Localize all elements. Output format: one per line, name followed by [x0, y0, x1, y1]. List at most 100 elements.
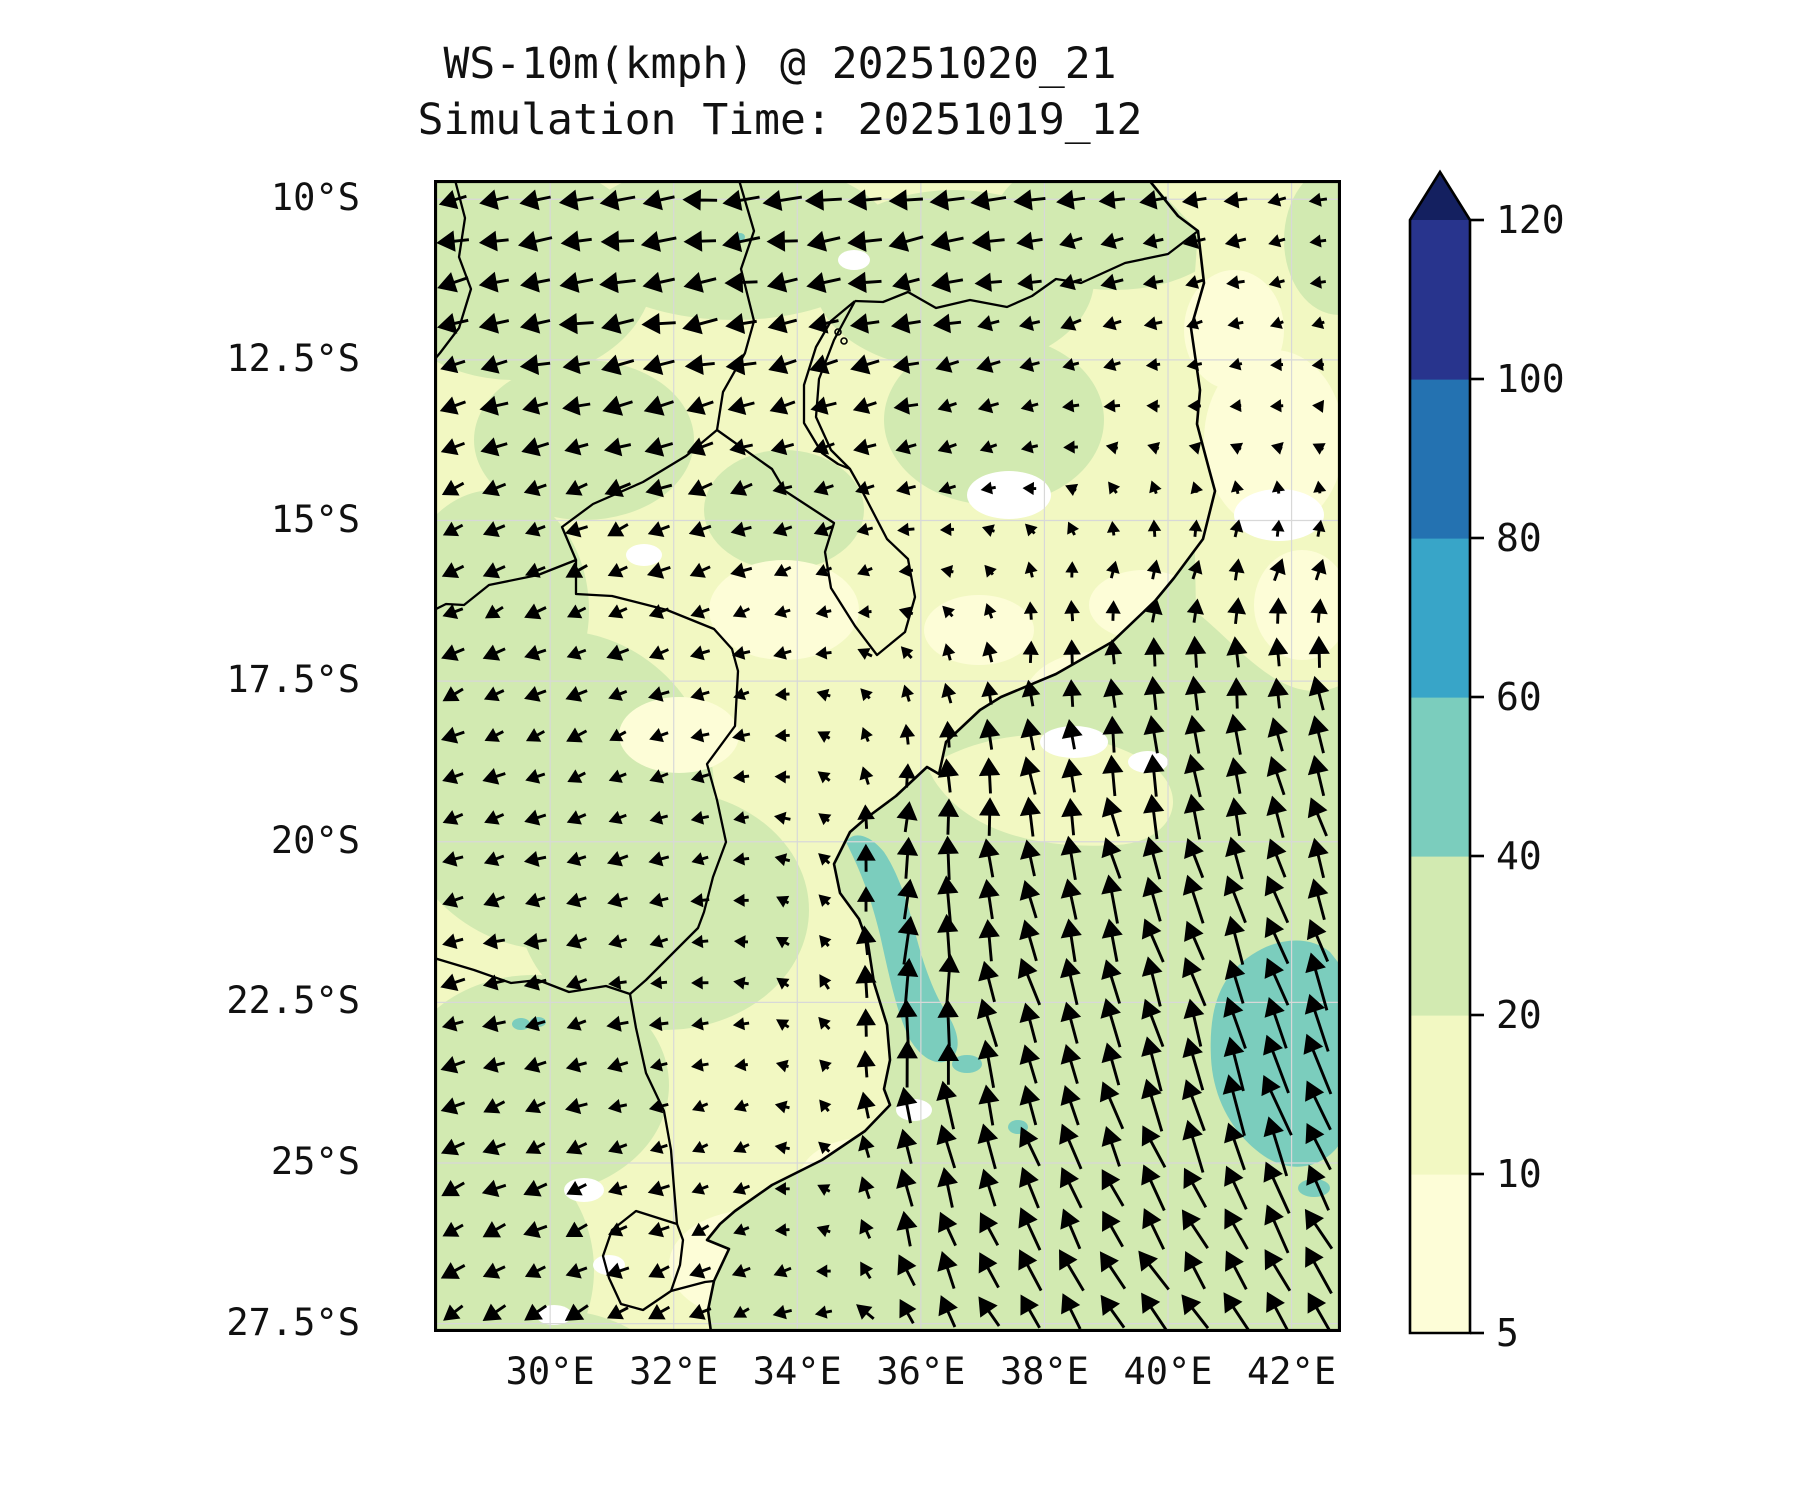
wind-arrow — [1228, 357, 1243, 371]
wind-arrow — [733, 1223, 750, 1236]
wind-arrow — [607, 1181, 628, 1196]
wind-arrow — [691, 1017, 709, 1031]
wind-arrow — [1100, 232, 1124, 250]
wind-arrow — [981, 681, 999, 705]
wind-arrow — [932, 313, 962, 334]
wind-arrow — [774, 687, 790, 701]
wind-arrow — [1182, 1037, 1205, 1091]
wind-arrow — [858, 1176, 875, 1200]
wind-arrow — [1263, 1161, 1291, 1215]
wind-arrow — [978, 838, 1000, 878]
lat-tick-label: 12.5°S — [226, 336, 360, 380]
wind-arrow — [1183, 1167, 1208, 1208]
colorbar-tick-label: 20 — [1496, 993, 1542, 1037]
wind-arrow — [1060, 1208, 1082, 1250]
wind-arrow — [1020, 718, 1042, 751]
wind-arrow — [1098, 190, 1126, 210]
wind-arrow — [1059, 1123, 1083, 1170]
colorbar-band — [1410, 220, 1470, 380]
wind-arrow — [1229, 442, 1244, 455]
wind-arrow — [524, 521, 546, 537]
wind-arrow — [1101, 959, 1122, 1004]
axes-frame — [434, 180, 1341, 1332]
wind-arrow — [521, 437, 550, 457]
wind-arrow — [1223, 996, 1247, 1049]
wind-arrow — [565, 974, 588, 990]
wind-arrow — [608, 1140, 628, 1155]
lat-tick-label: 22.5°S — [226, 979, 360, 1023]
wind-arrow — [852, 397, 877, 414]
wind-arrow — [1310, 598, 1328, 623]
wind-arrow — [774, 1100, 790, 1114]
wind-arrow — [566, 604, 587, 619]
wind-arrow — [1224, 915, 1246, 965]
wind-arrow — [938, 1295, 958, 1328]
wind-arrow — [1264, 916, 1290, 965]
wind-arrow — [1139, 190, 1167, 210]
wind-arrow — [1065, 561, 1079, 578]
wind-arrow — [1020, 839, 1041, 877]
wind-arrow — [897, 1254, 917, 1287]
wind-arrow — [1187, 559, 1203, 580]
wind-arrow — [479, 189, 509, 210]
wind-arrow — [482, 521, 506, 537]
wind-arrow — [732, 1181, 751, 1195]
wind-arrow — [1143, 754, 1165, 797]
wind-arrow — [648, 686, 670, 702]
wind-arrow — [1138, 1250, 1170, 1291]
wind-arrow — [1184, 920, 1205, 961]
wind-arrow — [1065, 483, 1079, 497]
wind-arrow — [1183, 998, 1205, 1047]
wind-arrow — [525, 562, 546, 578]
wind-arrow — [1305, 1123, 1332, 1171]
wind-arrow — [608, 934, 627, 949]
colorbar-tick-label: 5 — [1496, 1311, 1519, 1355]
wind-arrow — [1019, 919, 1040, 962]
wind-arrow — [1143, 715, 1165, 754]
colorbar-tick-label: 80 — [1496, 516, 1542, 560]
wind-arrow — [690, 604, 710, 619]
wind-arrow — [731, 1263, 751, 1278]
wind-arrow — [732, 728, 751, 743]
wind-arrow — [1019, 796, 1041, 837]
wind-arrow — [733, 893, 749, 907]
wind-arrow — [606, 851, 629, 867]
wind-arrow — [524, 686, 547, 702]
wind-arrow — [649, 892, 669, 908]
wind-arrow — [1184, 714, 1206, 754]
wind-arrow — [482, 768, 506, 785]
wind-arrow — [1268, 597, 1288, 624]
wind-arrow — [565, 562, 588, 578]
wind-arrow — [443, 1304, 464, 1321]
wind-arrow — [523, 932, 547, 950]
wind-arrow — [442, 768, 464, 785]
colorbar-tick-label: 100 — [1496, 357, 1565, 401]
wind-arrow — [525, 1139, 546, 1154]
wind-arrow — [567, 769, 586, 783]
wind-arrow — [440, 1056, 466, 1074]
wind-arrow — [1020, 440, 1039, 454]
wind-arrow — [691, 1058, 709, 1072]
wind-arrow — [1182, 1119, 1205, 1173]
wind-arrow — [1147, 442, 1161, 455]
wind-arrow — [484, 604, 504, 619]
wind-arrow — [762, 189, 803, 211]
wind-arrow — [440, 438, 466, 456]
wind-arrow — [979, 1212, 1000, 1246]
wind-arrow — [691, 852, 709, 866]
wind-arrow — [773, 1264, 792, 1278]
colorbar-tick-label: 40 — [1496, 834, 1542, 878]
lat-tick-label: 17.5°S — [226, 658, 360, 702]
wind-arrow — [806, 230, 841, 252]
wind-arrow — [1229, 399, 1242, 413]
wind-arrow — [1060, 957, 1081, 1006]
wind-arrow — [818, 813, 832, 826]
wind-arrow — [942, 605, 955, 619]
wind-arrow — [642, 354, 675, 375]
wind-arrow — [1223, 191, 1248, 209]
wind-arrow — [1101, 796, 1123, 837]
wind-arrow — [774, 605, 791, 618]
wind-arrow — [1102, 715, 1124, 753]
wind-arrow — [519, 312, 551, 334]
